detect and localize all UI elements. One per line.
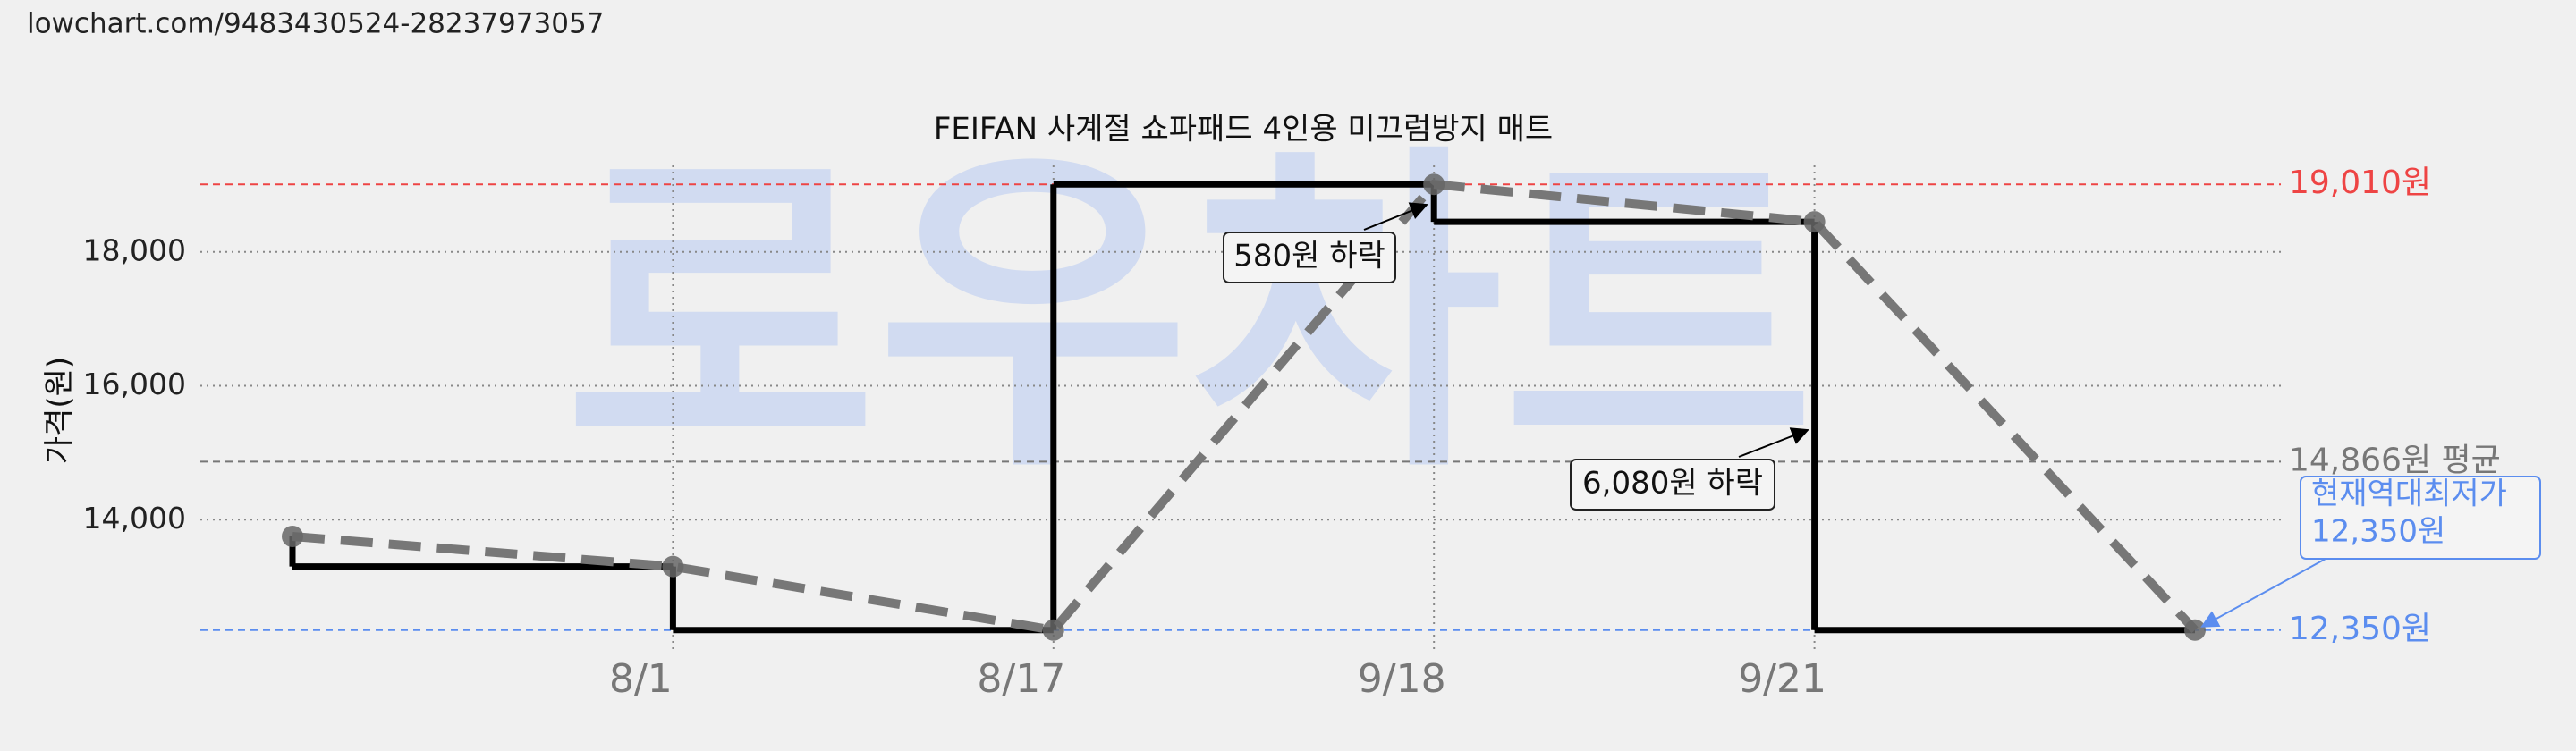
y-tick-label: 18,000: [83, 232, 186, 267]
annotation: 6,080원 하락: [1582, 466, 1763, 502]
reference-label: 12,350원: [2289, 611, 2431, 647]
annotation-box: [1570, 459, 1775, 511]
y-axis-label: 가격(원): [42, 357, 78, 464]
x-tick-label: 8/1: [609, 656, 673, 702]
y-tick-label: 16,000: [83, 367, 186, 401]
point: [2184, 619, 2206, 641]
annotation-arrow: [1363, 202, 1428, 231]
annotation-arrow: [1738, 427, 1809, 458]
point: [282, 525, 303, 547]
callout-text: 12,350원: [2311, 514, 2445, 550]
chart-title: FEIFAN 사계절 쇼파패드 4인용 미끄럼방지 매트: [934, 112, 1553, 148]
reference-label: 14,866원 평균: [2289, 442, 2501, 478]
annotation-box: [1223, 232, 1396, 283]
trend-line: [292, 179, 2199, 636]
y-tick-label: 14,000: [83, 501, 186, 536]
watermark: 로우차트: [564, 117, 1815, 513]
annotation: 580원 하락: [1233, 239, 1385, 274]
x-tick-label: 9/18: [1358, 656, 1446, 702]
reference-label: 19,010원: [2289, 165, 2431, 201]
url: lowchart.com/9483430524-28237973057: [27, 8, 604, 40]
point: [1042, 619, 1064, 641]
callout-box: [2300, 476, 2541, 560]
point: [662, 555, 684, 578]
point: [1803, 211, 1826, 233]
x-tick-label: 9/21: [1738, 656, 1826, 702]
callout-text: 현재역대최저가: [2311, 477, 2507, 512]
point: [1423, 173, 1445, 196]
x-tick-label: 8/17: [977, 656, 1065, 702]
callout-arrow: [2200, 558, 2326, 628]
